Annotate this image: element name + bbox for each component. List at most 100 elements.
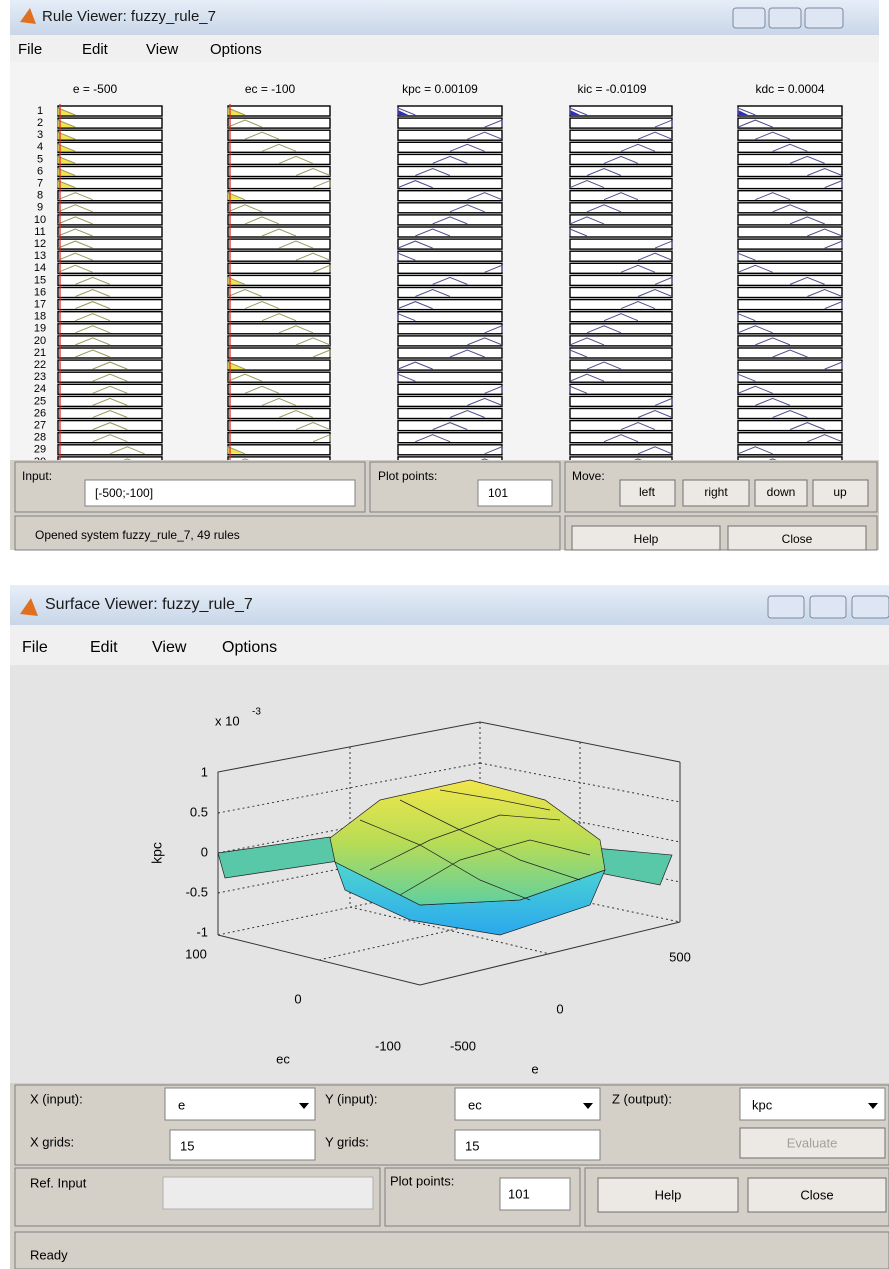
- ref-input-field[interactable]: [162, 1176, 374, 1210]
- membership-fill: [228, 277, 245, 285]
- plot-points-field[interactable]: [499, 1177, 571, 1211]
- membership-function: [737, 264, 773, 273]
- membership-function: [295, 252, 331, 261]
- move-label: Move:: [572, 469, 605, 483]
- y-grids-field[interactable]: [454, 1129, 601, 1161]
- membership-function: [261, 313, 297, 322]
- rule-cell: [737, 129, 843, 141]
- membership-fill: [228, 362, 245, 370]
- status-text: Opened system fuzzy_rule_7, 49 rules: [35, 528, 240, 542]
- e-tick-label: 500: [669, 949, 691, 964]
- maximize-button[interactable]: [809, 595, 847, 619]
- membership-function: [415, 434, 451, 443]
- rule-cell: [227, 335, 331, 347]
- rule-cell: [737, 226, 843, 238]
- rule-cell: [737, 153, 843, 166]
- rule-cell: [397, 286, 503, 299]
- x-grids-field[interactable]: [169, 1129, 316, 1161]
- menu-item[interactable]: File: [18, 41, 42, 58]
- move-up-button[interactable]: [812, 479, 869, 507]
- membership-function: [397, 252, 416, 261]
- menu-item[interactable]: Options: [222, 639, 277, 656]
- rule-cell: [227, 141, 331, 154]
- rule-cell: [57, 456, 163, 460]
- rule-number: 6: [37, 165, 43, 177]
- y-input-dropdown[interactable]: [454, 1087, 601, 1121]
- rule-cell: [397, 202, 503, 214]
- rule-number: 1: [37, 105, 43, 117]
- membership-function: [807, 167, 843, 176]
- membership-function: [92, 422, 128, 431]
- membership-function: [654, 276, 673, 285]
- rule-cell: [737, 419, 843, 432]
- rule-cell: [737, 274, 843, 287]
- rule-cell: [569, 311, 673, 323]
- menu-item[interactable]: View: [146, 41, 178, 58]
- z-tick-label: -1: [196, 924, 208, 939]
- e-tick-label: 0: [556, 1001, 563, 1016]
- membership-function: [57, 216, 93, 225]
- rule-cell: [227, 250, 331, 262]
- maximize-button[interactable]: [768, 7, 802, 29]
- rule-cell: [397, 359, 503, 371]
- button-label: down: [767, 485, 796, 499]
- column-header: kpc = 0.00109: [402, 82, 478, 96]
- x-input-dropdown[interactable]: [164, 1087, 316, 1121]
- menu-item[interactable]: Edit: [82, 41, 109, 58]
- rule-number: 26: [34, 407, 46, 419]
- title-bar: [10, 585, 889, 625]
- dropdown-arrow: [299, 1103, 309, 1109]
- close-window-button[interactable]: [851, 595, 889, 619]
- membership-function: [261, 143, 297, 152]
- rule-cell: [397, 347, 503, 359]
- window-title: Rule Viewer: fuzzy_rule_7: [42, 8, 216, 25]
- menu-item[interactable]: Edit: [90, 639, 118, 656]
- close-button[interactable]: [727, 525, 867, 551]
- rule-number: 11: [34, 226, 45, 238]
- membership-function: [432, 155, 468, 164]
- membership-function: [227, 373, 263, 382]
- plot-points-field[interactable]: [477, 479, 553, 507]
- minimize-button[interactable]: [767, 595, 805, 619]
- y-grids-value: 15: [465, 1138, 479, 1153]
- close-button[interactable]: [747, 1177, 887, 1213]
- help-button[interactable]: [571, 525, 721, 551]
- ec-axis-label: ec: [276, 1051, 290, 1066]
- membership-function: [227, 361, 246, 370]
- input-field[interactable]: [84, 479, 356, 507]
- rule-cell: [569, 250, 673, 262]
- rule-cell: [227, 371, 331, 383]
- membership-function: [569, 373, 605, 382]
- membership-function: [603, 434, 639, 443]
- minimize-button[interactable]: [732, 7, 766, 29]
- close-window-button[interactable]: [804, 7, 844, 29]
- move-right-button[interactable]: [682, 479, 750, 507]
- membership-function: [637, 409, 673, 418]
- z-output-dropdown[interactable]: [739, 1087, 886, 1121]
- rule-cell: [737, 432, 843, 444]
- rule-cell: [57, 407, 163, 420]
- membership-function: [57, 264, 93, 273]
- axis-exponent: x 10: [215, 713, 240, 728]
- membership-function: [312, 433, 331, 443]
- move-down-button[interactable]: [754, 479, 808, 507]
- rule-cell: [227, 153, 331, 166]
- rule-cell: [397, 189, 503, 202]
- help-button[interactable]: [597, 1177, 739, 1213]
- membership-function: [123, 458, 132, 460]
- membership-function: [415, 167, 451, 176]
- evaluate-button[interactable]: [739, 1127, 886, 1159]
- membership-function: [75, 337, 111, 346]
- move-left-button[interactable]: [619, 479, 676, 507]
- membership-function: [415, 228, 451, 237]
- rule-cell: [227, 419, 331, 432]
- rule-cell: [227, 407, 331, 420]
- rule-rows: 1234567891011121314151617181920212223242…: [34, 104, 843, 460]
- rule-cell: [569, 177, 673, 190]
- menu-item[interactable]: View: [152, 639, 187, 656]
- menu-item[interactable]: File: [22, 639, 48, 656]
- rule-cell: [57, 311, 163, 323]
- membership-function: [227, 119, 263, 128]
- menu-item[interactable]: Options: [210, 41, 262, 58]
- rule-cell: [397, 395, 503, 408]
